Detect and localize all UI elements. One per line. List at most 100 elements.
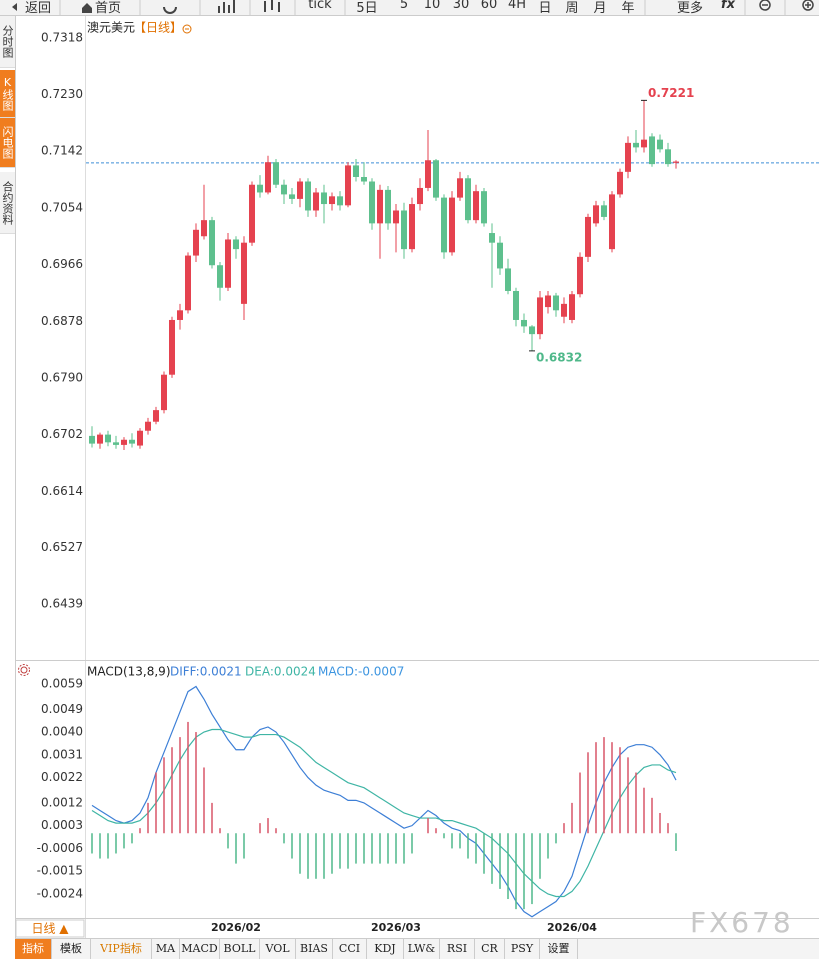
- sidebar-tab[interactable]: 闪电图: [0, 118, 15, 168]
- candle-body: [641, 139, 647, 148]
- candle-body: [113, 442, 119, 445]
- indicator-tab[interactable]: MACD: [180, 939, 220, 959]
- y-tick-label: 0.7142: [41, 144, 83, 158]
- sidebar-tab[interactable]: K线图: [0, 70, 15, 118]
- settings-icon[interactable]: [18, 664, 30, 676]
- candle-body: [625, 142, 631, 172]
- candle-body: [545, 295, 551, 308]
- period-selector[interactable]: [15, 919, 85, 938]
- toolbar-button[interactable]: 首页: [94, 1, 122, 16]
- x-tick-label: 2026/03: [371, 921, 421, 934]
- toolbar-button[interactable]: 日: [538, 1, 552, 16]
- candle-body: [529, 326, 535, 335]
- indicator-tab[interactable]: BIAS: [296, 939, 333, 959]
- y-tick-label: -0.0015: [37, 864, 83, 878]
- candle-body: [513, 290, 519, 320]
- candle-body: [609, 194, 615, 250]
- toolbar-button[interactable]: 月: [593, 1, 607, 16]
- toolbar-button[interactable]: 5: [399, 0, 409, 12]
- indicator-title: MACD(13,8,9): [87, 665, 171, 679]
- indicator-tabs: 指标 模板 VIP指标 MA MACD BOLL VOL BIAS CCI KDJ LW& RSI CR…: [15, 938, 819, 959]
- indicator-tab[interactable]: PSY: [505, 939, 540, 959]
- y-tick-label: -0.0006: [37, 841, 83, 855]
- macd-line: [91, 728, 677, 898]
- candle-body: [281, 184, 287, 195]
- sidebar-tab[interactable]: 分时图: [0, 16, 15, 68]
- toolbar-button[interactable]: 年: [621, 1, 635, 16]
- zoom-out-icon[interactable]: [759, 0, 771, 11]
- low-label: 0.6832: [536, 350, 582, 364]
- toolbar-button[interactable]: fx: [720, 0, 736, 12]
- back-icon[interactable]: [12, 3, 17, 11]
- indicator-tab[interactable]: 设置: [540, 939, 578, 959]
- watermark: FX678: [690, 906, 794, 939]
- indicator-tab[interactable]: CR: [475, 939, 505, 959]
- sidebar-tab[interactable]: 合约资料: [0, 172, 15, 234]
- candle-body: [473, 191, 479, 221]
- toolbar-button[interactable]: 60: [480, 0, 498, 12]
- x-tick-label: 2026/02: [211, 921, 261, 934]
- y-tick-label: 0.6527: [41, 540, 83, 554]
- candle-body: [537, 297, 543, 335]
- indicator-tab[interactable]: LW&: [404, 939, 440, 959]
- chart-subtitle: 【日线】: [134, 21, 182, 35]
- candle-body: [393, 210, 399, 224]
- candle-body: [89, 435, 95, 444]
- candle-body: [457, 178, 463, 198]
- toolbar-button[interactable]: 4H: [507, 0, 527, 12]
- candle-body: [145, 421, 151, 431]
- candle-body: [497, 242, 503, 269]
- indicator-tab[interactable]: VIP指标: [91, 939, 152, 959]
- indicator-tab[interactable]: BOLL: [220, 939, 260, 959]
- indicator-tab[interactable]: 指标: [15, 939, 52, 959]
- toolbar-icons: [12, 0, 814, 16]
- bar-chart-icon[interactable]: [218, 0, 235, 13]
- candle-body: [161, 374, 167, 411]
- toolbar-button[interactable]: 更多: [676, 1, 704, 16]
- candle-body: [249, 184, 255, 243]
- indicator-tab[interactable]: MA: [152, 939, 180, 959]
- indicator-tab[interactable]: CCI: [333, 939, 367, 959]
- candle-body: [369, 181, 375, 224]
- candle-body: [449, 197, 455, 253]
- indicator-tab[interactable]: 模板: [52, 939, 91, 959]
- candle-body: [409, 204, 415, 250]
- x-tick-label: 2026/04: [547, 921, 597, 934]
- high-label: 0.7221: [648, 86, 694, 100]
- candle-body: [521, 319, 527, 327]
- candle-body: [105, 434, 111, 443]
- toolbar-button[interactable]: 30: [452, 0, 470, 12]
- candle-body: [585, 216, 591, 257]
- indicator-tab[interactable]: RSI: [440, 939, 475, 959]
- chart-title: 澳元美元: [87, 21, 135, 35]
- candle-body: [201, 220, 207, 237]
- period-label[interactable]: 日线 ▲: [31, 922, 69, 936]
- candle-body: [129, 439, 135, 444]
- candle-icon[interactable]: [264, 0, 280, 12]
- toolbar-button[interactable]: 周: [565, 1, 579, 16]
- candle-body: [593, 205, 599, 224]
- refresh-icon[interactable]: [163, 6, 177, 14]
- candle-body: [193, 229, 199, 256]
- indicator-tab[interactable]: VOL: [260, 939, 296, 959]
- toolbar-button[interactable]: 5日: [356, 1, 378, 16]
- candle-body: [569, 294, 575, 320]
- y-tick-label: 0.0049: [41, 702, 83, 716]
- zoom-in-icon[interactable]: [802, 0, 814, 11]
- toolbar-button[interactable]: 10: [423, 0, 441, 12]
- toolbar-button[interactable]: 返回: [24, 1, 52, 16]
- y-tick-label: 0.6790: [41, 370, 83, 384]
- macd-line: [91, 685, 677, 918]
- indicator-tab[interactable]: KDJ: [367, 939, 404, 959]
- candle-body: [241, 242, 247, 304]
- candle-body: [385, 189, 391, 224]
- toolbar-button[interactable]: tick: [308, 0, 332, 12]
- collapse-icon[interactable]: [182, 24, 192, 34]
- candle-body: [489, 233, 495, 243]
- candle-body: [257, 184, 263, 193]
- home-icon[interactable]: [82, 3, 92, 13]
- y-tick-label: 0.0040: [41, 725, 83, 739]
- candle-body: [481, 191, 487, 224]
